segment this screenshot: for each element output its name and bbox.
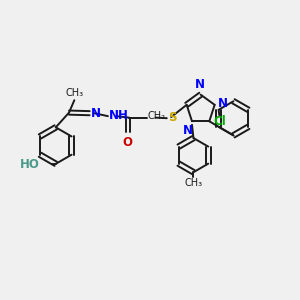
Text: NH: NH [109, 109, 129, 122]
Text: O: O [123, 136, 133, 149]
Text: N: N [183, 124, 193, 136]
Text: N: N [91, 107, 101, 120]
Text: N: N [218, 97, 228, 110]
Text: S: S [168, 111, 176, 124]
Text: Cl: Cl [214, 115, 226, 128]
Text: CH₂: CH₂ [147, 111, 165, 122]
Text: HO: HO [20, 158, 40, 171]
Text: CH₃: CH₃ [65, 88, 83, 98]
Text: N: N [195, 78, 205, 91]
Text: CH₃: CH₃ [184, 178, 202, 188]
